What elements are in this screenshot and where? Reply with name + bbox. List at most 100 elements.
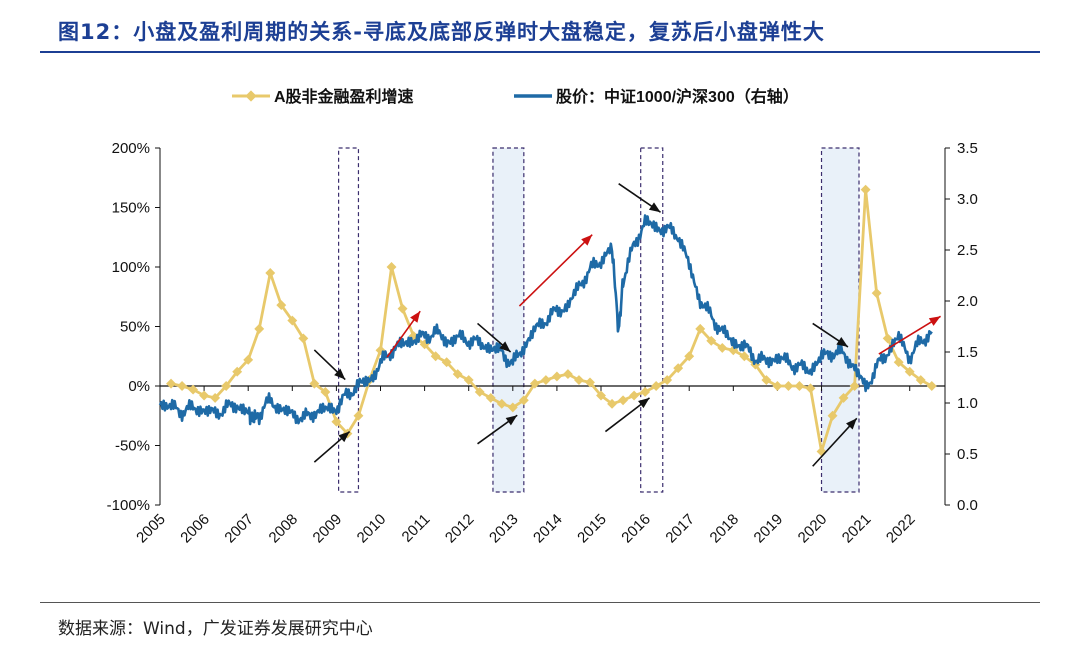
earnings-point bbox=[926, 381, 937, 391]
title-divider bbox=[40, 51, 1040, 53]
earnings-point bbox=[761, 375, 772, 385]
black-arrow-head bbox=[334, 368, 346, 380]
earnings-point bbox=[265, 268, 276, 278]
earnings-point bbox=[232, 366, 243, 377]
black-arrow-head bbox=[499, 341, 511, 352]
earnings-point bbox=[320, 387, 331, 397]
earnings-point bbox=[805, 383, 816, 394]
earnings-point bbox=[518, 395, 529, 406]
earnings-series bbox=[166, 184, 937, 457]
earnings-point bbox=[860, 184, 871, 195]
price-line bbox=[158, 214, 933, 426]
left-tick-label: 150% bbox=[112, 200, 150, 217]
earnings-point bbox=[838, 392, 849, 403]
left-tick-label: -50% bbox=[115, 438, 150, 455]
earnings-point bbox=[739, 351, 750, 362]
earnings-point bbox=[849, 381, 860, 391]
earnings-point bbox=[574, 375, 584, 385]
x-tick-label: 2012 bbox=[442, 511, 478, 547]
red-arrow-head bbox=[410, 311, 421, 323]
earnings-point bbox=[309, 378, 320, 389]
legend-price-label: 股价：中证1000/沪深300（右轴） bbox=[556, 87, 799, 106]
left-tick-label: -100% bbox=[107, 497, 150, 514]
highlight-box bbox=[640, 147, 664, 493]
x-tick-label: 2009 bbox=[310, 511, 346, 547]
x-tick-label: 2006 bbox=[177, 511, 213, 547]
legend-earnings-label: A股非金融盈利增速 bbox=[274, 87, 414, 106]
x-tick-label: 2015 bbox=[574, 511, 610, 547]
red-arrow-shaft bbox=[518, 234, 593, 307]
earnings-point bbox=[177, 381, 188, 391]
right-tick-label: 0.0 bbox=[957, 497, 978, 514]
earnings-point bbox=[871, 288, 882, 299]
earnings-point bbox=[331, 416, 342, 427]
x-tick-label: 2017 bbox=[662, 511, 698, 547]
earnings-point bbox=[684, 351, 695, 362]
earnings-point bbox=[607, 398, 617, 409]
right-tick-label: 0.5 bbox=[957, 446, 978, 463]
earnings-point bbox=[562, 369, 573, 380]
earnings-point bbox=[474, 387, 485, 397]
earnings-point bbox=[783, 381, 794, 391]
left-tick-label: 200% bbox=[112, 140, 150, 157]
earnings-point bbox=[662, 375, 673, 385]
earnings-point bbox=[452, 369, 463, 380]
earnings-point bbox=[893, 357, 904, 368]
right-tick-label: 1.5 bbox=[957, 344, 978, 361]
red-arrow-shaft bbox=[878, 315, 942, 355]
x-tick-label: 2021 bbox=[839, 511, 875, 547]
x-tick-label: 2014 bbox=[530, 511, 566, 547]
earnings-point bbox=[673, 363, 684, 374]
earnings-line bbox=[170, 188, 933, 453]
left-tick-label: 100% bbox=[112, 259, 150, 276]
x-tick-label: 2022 bbox=[883, 511, 919, 547]
earnings-point bbox=[199, 390, 210, 401]
earnings-point bbox=[529, 378, 540, 389]
x-tick-label: 2016 bbox=[618, 511, 654, 547]
annotation-arrows bbox=[313, 183, 942, 467]
x-tick-label: 2007 bbox=[221, 511, 257, 547]
legend: A股非金融盈利增速 股价：中证1000/沪深300（右轴） bbox=[232, 87, 799, 106]
black-arrow-head bbox=[505, 415, 518, 426]
right-tick-label: 2.0 bbox=[957, 293, 978, 310]
highlight-box bbox=[492, 147, 525, 493]
right-tick-label: 3.5 bbox=[957, 140, 978, 157]
earnings-point bbox=[772, 381, 783, 391]
earnings-point bbox=[298, 333, 309, 344]
earnings-point bbox=[166, 378, 176, 389]
earnings-point bbox=[794, 381, 805, 391]
black-arrow-head bbox=[836, 337, 848, 347]
earnings-point bbox=[551, 371, 562, 382]
earnings-point bbox=[210, 392, 221, 403]
earnings-point bbox=[540, 375, 551, 385]
right-tick-label: 3.0 bbox=[957, 191, 978, 208]
earnings-point bbox=[254, 323, 265, 334]
black-arrow-head bbox=[846, 418, 857, 430]
x-tick-label: 2018 bbox=[707, 511, 743, 547]
right-tick-label: 2.5 bbox=[957, 242, 978, 259]
earnings-point bbox=[221, 381, 232, 391]
earnings-point bbox=[441, 357, 452, 368]
x-tick-label: 2019 bbox=[751, 511, 787, 547]
x-tick-label: 2008 bbox=[266, 511, 302, 547]
earnings-point bbox=[695, 323, 706, 334]
highlight-periods bbox=[338, 147, 860, 493]
earnings-point bbox=[585, 377, 595, 388]
highlight-box bbox=[338, 147, 360, 493]
x-tick-label: 2013 bbox=[486, 511, 522, 547]
price-series bbox=[158, 214, 933, 426]
earnings-point bbox=[485, 392, 496, 403]
earnings-point bbox=[640, 387, 651, 397]
black-arrow-head bbox=[648, 202, 661, 213]
x-tick-label: 2011 bbox=[399, 511, 434, 546]
earnings-point bbox=[276, 300, 287, 311]
left-tick-label: 0% bbox=[128, 378, 150, 395]
earnings-point bbox=[496, 398, 507, 409]
earnings-point bbox=[287, 315, 298, 326]
x-tick-label: 2020 bbox=[795, 511, 831, 547]
earnings-point bbox=[386, 262, 397, 272]
earnings-point bbox=[596, 390, 606, 401]
earnings-point bbox=[717, 342, 728, 353]
legend-earnings-marker bbox=[245, 90, 257, 102]
right-tick-label: 1.0 bbox=[957, 395, 978, 412]
